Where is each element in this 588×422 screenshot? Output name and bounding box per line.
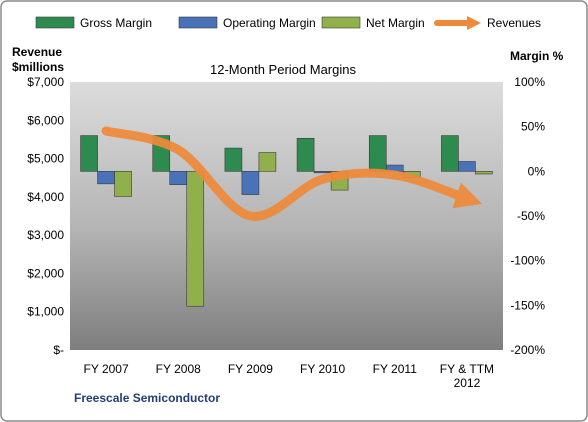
bar-gross-margin — [80, 135, 98, 172]
company-name: Freescale Semiconductor — [74, 391, 220, 405]
category-labels: FY 2007 FY 2008 FY 2009 FY 2010 FY 2011 FY & … — [84, 362, 495, 390]
right-tick-label: -150% — [510, 298, 545, 312]
right-axis-label: Margin % — [510, 49, 564, 63]
right-tick-label: 100% — [514, 75, 545, 89]
left-tick-label: $4,000 — [27, 190, 64, 204]
right-tick-label: 0% — [528, 164, 546, 178]
bar-net-margin — [475, 171, 493, 175]
left-tick-label: $2,000 — [27, 266, 64, 280]
legend-item: Operating Margin — [178, 16, 316, 30]
legend-swatch — [321, 16, 361, 29]
legend-item: Revenues — [434, 16, 541, 30]
left-tick-label: $6,000 — [27, 113, 64, 127]
bar-gross-margin — [224, 147, 243, 172]
revenue-line-series — [101, 126, 483, 221]
right-tick-label: -50% — [517, 209, 545, 223]
bar-gross-margin — [441, 135, 459, 172]
left-tick-label: $1,000 — [27, 305, 64, 319]
legend-arrow-swatch — [467, 16, 481, 30]
right-tick-label: 50% — [521, 120, 545, 134]
left-tick-label: $5,000 — [27, 152, 64, 166]
legend-swatch — [35, 16, 75, 29]
bar-gross-margin — [296, 137, 315, 172]
left-tick-label: $- — [53, 343, 64, 357]
legend-label: Net Margin — [366, 16, 425, 30]
legend-label: Revenues — [487, 16, 541, 30]
revenue-line — [101, 126, 483, 221]
legend-label: Operating Margin — [223, 16, 316, 30]
right-tick-label: -100% — [510, 254, 545, 268]
left-tick-label: $7,000 — [27, 75, 64, 89]
category-label: 2012 — [454, 376, 481, 390]
left-axis-ticks: $- $1,000 $2,000 $3,000 $4,000 $5,000 $6,000 $7… — [27, 75, 64, 357]
category-label: FY 2010 — [300, 362, 345, 376]
bar-operating-margin — [458, 161, 476, 172]
legend-item: Net Margin — [321, 16, 425, 30]
bar-series — [80, 135, 493, 307]
left-axis-label-line2: $millions — [12, 60, 64, 74]
legend-label: Gross Margin — [80, 16, 152, 30]
bar-operating-margin — [313, 171, 332, 174]
chart-title: 12-Month Period Margins — [210, 62, 356, 77]
bar-net-margin — [114, 171, 132, 197]
bar-gross-margin — [368, 135, 387, 172]
bar-net-margin — [258, 152, 277, 172]
legend-swatch — [178, 16, 218, 29]
bar-operating-margin — [169, 171, 188, 186]
category-label: FY 2009 — [228, 362, 273, 376]
right-axis-ticks: -200% -150% -100% -50% 0% 50% 100% — [510, 75, 545, 357]
category-label: FY 2007 — [84, 362, 129, 376]
category-label: FY 2008 — [156, 362, 201, 376]
legend-item: Gross Margin — [35, 16, 152, 30]
right-tick-label: -200% — [510, 343, 545, 357]
category-label: FY & TTM — [440, 362, 494, 376]
category-label: FY 2011 — [373, 362, 418, 376]
left-tick-label: $3,000 — [27, 228, 64, 242]
plot-area — [70, 82, 503, 350]
bar-operating-margin — [241, 171, 260, 195]
legend: Gross Margin Operating Margin Net Margin Re… — [35, 16, 541, 30]
left-axis-label-line1: Revenue — [12, 45, 62, 59]
bar-net-margin — [186, 171, 205, 307]
bar-operating-margin — [97, 171, 115, 185]
